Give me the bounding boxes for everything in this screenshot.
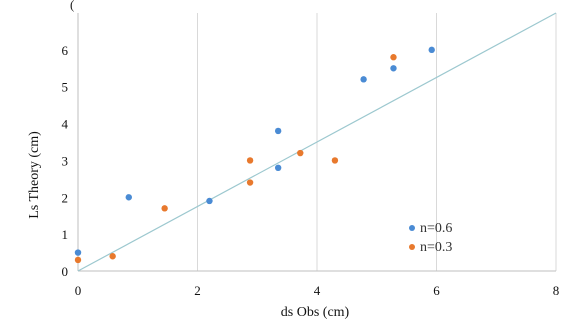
x-tick-labels: 0 2 4 6 8 <box>75 283 560 298</box>
point-n-0-3 <box>246 157 254 164</box>
point-n-0-6 <box>125 194 132 201</box>
point-n-0-3 <box>390 54 397 61</box>
x-tick-label: 8 <box>553 283 560 298</box>
x-tick-label: 4 <box>314 283 321 298</box>
header-fragment: ( <box>70 0 74 12</box>
x-tick-label: 0 <box>75 283 82 298</box>
point-n-0-3 <box>297 149 304 157</box>
point-n-0-6 <box>428 46 435 54</box>
y-tick-labels: 0 1 2 3 4 5 6 <box>62 43 69 279</box>
x-tick-label: 2 <box>194 283 201 298</box>
point-n-0-3 <box>74 256 82 264</box>
x-tick-label: 6 <box>433 283 440 298</box>
legend: n=0.6 n=0.3 <box>409 221 452 255</box>
point-n-0-3 <box>161 205 168 212</box>
point-n-0-6 <box>274 127 282 135</box>
point-n-0-3 <box>246 179 254 186</box>
one-to-one-line <box>77 12 557 272</box>
point-n-0-3 <box>109 253 116 260</box>
point-n-0-3 <box>331 157 339 164</box>
data-points <box>74 46 435 264</box>
x-axis-title: ds Obs (cm) <box>281 305 350 320</box>
point-n-0-6 <box>390 65 397 72</box>
y-axis-title: Ls Theory (cm) <box>27 131 42 219</box>
axes <box>77 13 556 272</box>
y-tick-label: 6 <box>62 43 69 58</box>
reference-line <box>77 12 557 272</box>
y-tick-label: 0 <box>62 264 69 279</box>
point-n-0-6 <box>360 76 367 83</box>
point-n-0-6 <box>274 164 282 171</box>
legend-label: n=0.6 <box>420 221 452 236</box>
legend-label: n=0.3 <box>420 240 452 255</box>
legend-marker <box>409 225 415 231</box>
point-n-0-6 <box>74 249 82 256</box>
y-tick-label: 5 <box>62 80 69 95</box>
y-tick-label: 4 <box>62 117 69 132</box>
legend-marker <box>409 244 415 250</box>
point-n-0-6 <box>206 197 213 205</box>
y-tick-label: 3 <box>62 153 69 168</box>
y-tick-label: 2 <box>62 190 69 205</box>
grid-lines <box>197 13 557 271</box>
y-tick-label: 1 <box>62 227 69 242</box>
